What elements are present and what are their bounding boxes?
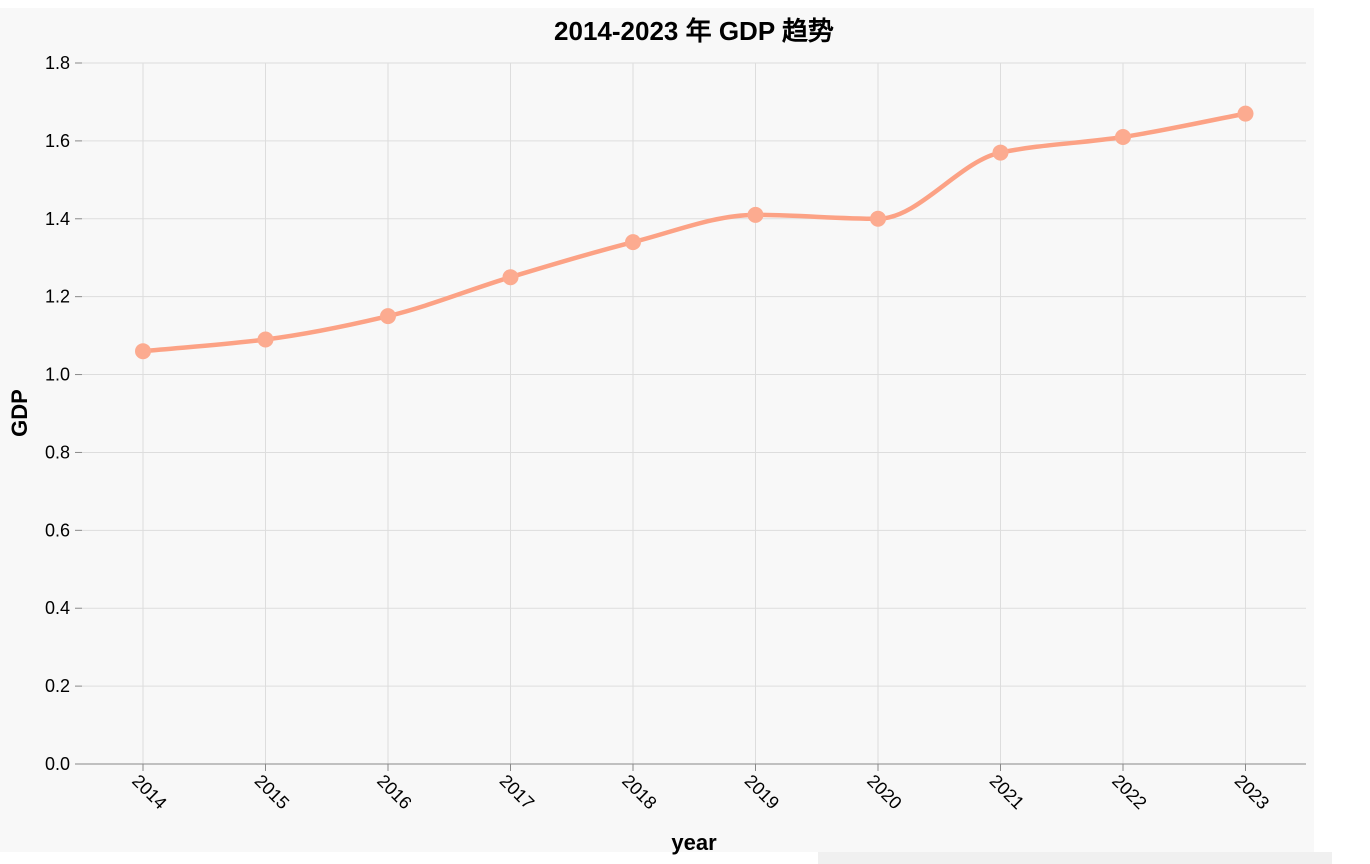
- grid: [82, 62, 1306, 765]
- chart-title: 2014-2023 年 GDP 趋势: [554, 16, 834, 46]
- y-tick-label: 1.6: [45, 131, 70, 151]
- data-point-2018[interactable]: [625, 234, 641, 251]
- y-tick-label: 0.2: [45, 676, 70, 696]
- data-point-2014[interactable]: [135, 343, 151, 360]
- y-tick-label: 1.8: [45, 53, 70, 73]
- data-point-2022[interactable]: [1115, 128, 1131, 145]
- gdp-series-line: [140, 111, 1248, 354]
- x-axis-title: year: [671, 830, 717, 855]
- data-point-2015[interactable]: [257, 331, 274, 348]
- y-tick-label: 1.0: [45, 365, 70, 385]
- y-tick-label: 1.2: [45, 287, 70, 307]
- y-tick-label: 0.0: [45, 754, 70, 774]
- y-tick-label: 1.4: [45, 209, 70, 229]
- data-point-2023[interactable]: [1237, 105, 1254, 122]
- y-tick-label: 0.8: [45, 442, 70, 462]
- data-point-2019[interactable]: [747, 206, 764, 223]
- y-tick-label: 0.6: [45, 520, 70, 540]
- chart-background: [0, 8, 1314, 852]
- y-axis-title: GDP: [7, 389, 32, 437]
- series: [135, 105, 1254, 360]
- data-point-2016[interactable]: [380, 308, 396, 325]
- scroll-strip: [818, 852, 1332, 864]
- data-point-2020[interactable]: [870, 210, 886, 227]
- data-point-2017[interactable]: [502, 269, 519, 286]
- y-tick-label: 0.4: [45, 598, 70, 618]
- data-point-2021[interactable]: [992, 144, 1009, 161]
